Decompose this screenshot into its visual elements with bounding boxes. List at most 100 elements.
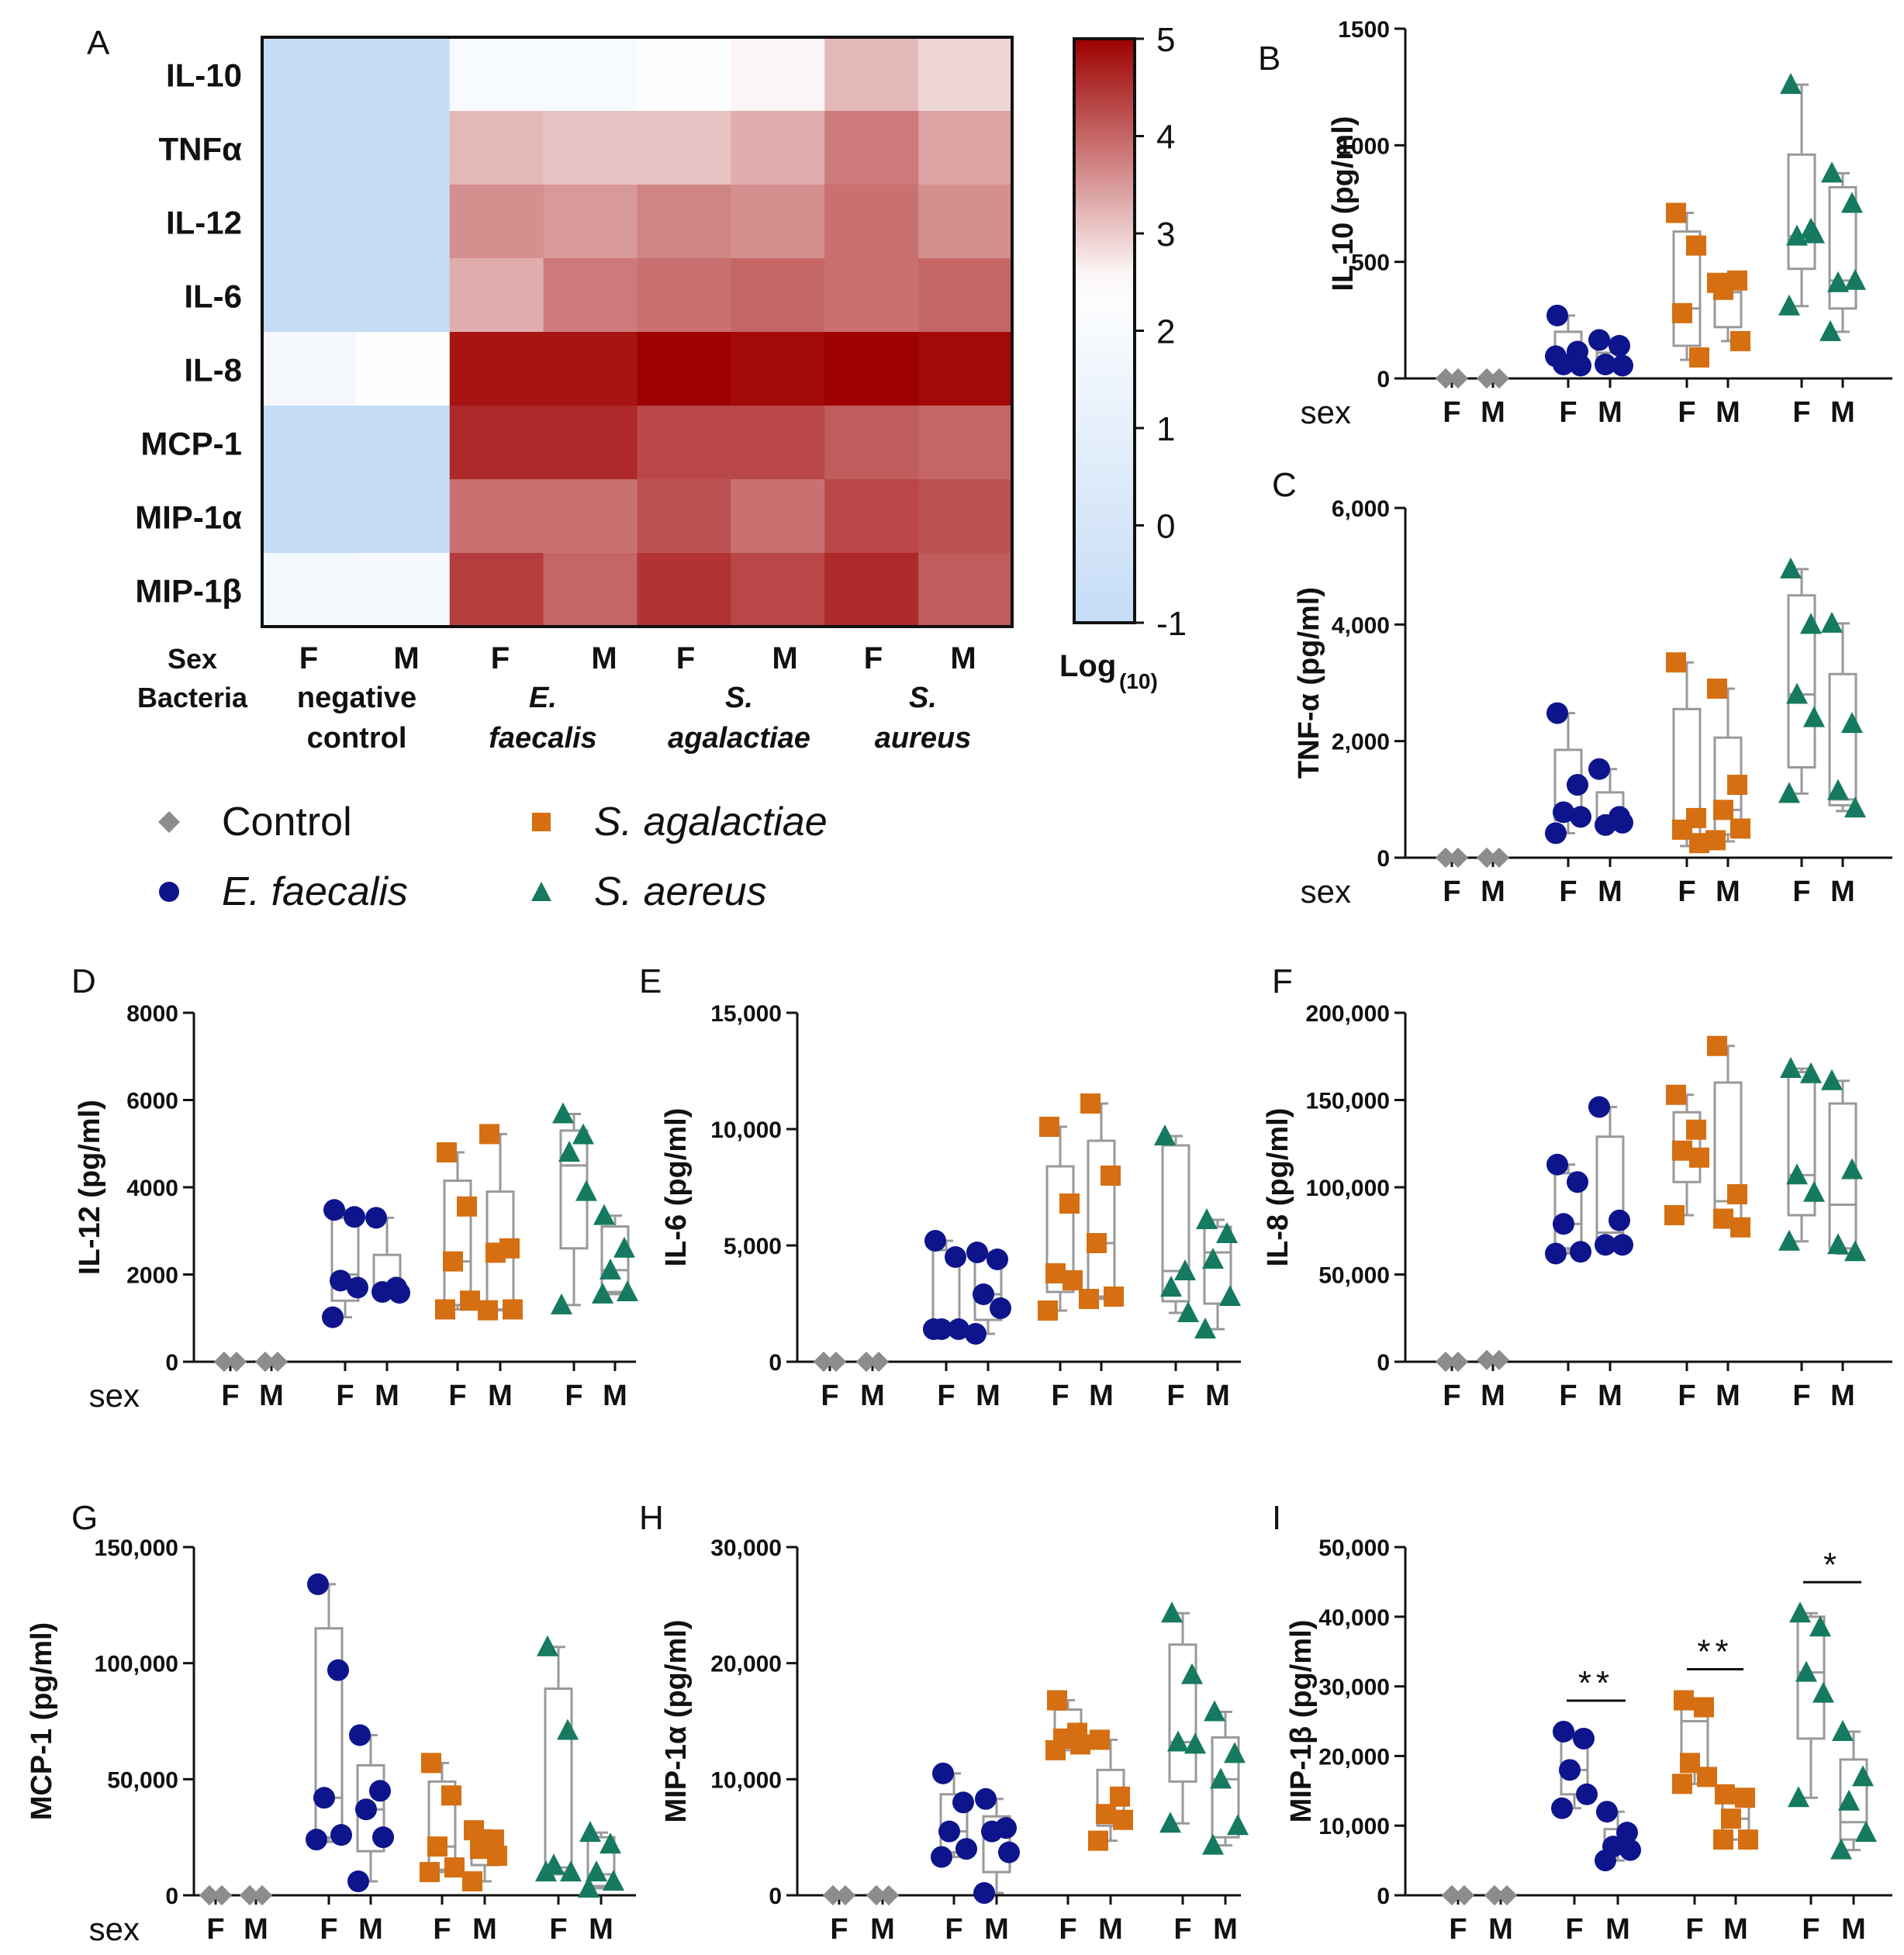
- y-tick-label: 0: [1377, 1884, 1390, 1909]
- legend-label: S. aereus: [594, 869, 767, 914]
- data-point: [1821, 611, 1843, 633]
- data-point: [1161, 1601, 1183, 1623]
- heatmap-cell: [637, 185, 731, 259]
- box: [586, 1836, 616, 1888]
- y-tick-label: 2,000: [1332, 730, 1390, 755]
- data-point: [1595, 813, 1616, 836]
- data-point: [1672, 1140, 1692, 1161]
- y-tick-label: 0: [769, 1350, 782, 1376]
- box: [443, 1180, 472, 1307]
- data-point: [948, 1318, 969, 1340]
- y-tick-label: 50,000: [1318, 1535, 1390, 1561]
- data-point: [268, 1352, 288, 1372]
- data-point: [557, 1718, 579, 1740]
- data-point: [1210, 1767, 1232, 1789]
- data-point: [1821, 161, 1843, 183]
- data-point: [965, 1323, 987, 1345]
- heatmap-cell: [918, 37, 1013, 112]
- data-point: [1573, 1727, 1595, 1749]
- x-tick-label: M: [860, 1380, 885, 1412]
- data-point: [1546, 304, 1568, 326]
- box: [1045, 1165, 1075, 1294]
- data-point: [1442, 1885, 1462, 1905]
- heatmap-cell: [449, 479, 544, 554]
- y-axis-label: IL-6 (pg/ml): [660, 1108, 693, 1267]
- data-point: [1588, 1096, 1610, 1118]
- data-point: [1713, 1829, 1733, 1850]
- x-tick-label: M: [1598, 396, 1622, 429]
- colorbar: [1073, 37, 1136, 624]
- heatmap-cell: [918, 185, 1013, 259]
- data-point: [226, 1352, 247, 1372]
- data-point: [1079, 1289, 1099, 1309]
- data-point: [1686, 235, 1706, 256]
- data-point: [1448, 1352, 1468, 1372]
- x-tick-label: M: [244, 1913, 268, 1946]
- data-point: [1224, 1742, 1246, 1763]
- data-point: [1789, 1601, 1811, 1623]
- heatmap-column-group-label: aureus: [875, 722, 972, 755]
- data-point: [1204, 1700, 1225, 1722]
- x-tick-label: M: [1098, 1913, 1123, 1946]
- data-point: [1707, 1035, 1727, 1056]
- data-point: [987, 1249, 1008, 1270]
- box: [1672, 230, 1702, 347]
- legend-item-e-faecalis: E. faecalis: [155, 869, 408, 915]
- y-tick-label: 10,000: [710, 1117, 782, 1143]
- data-point: [1786, 682, 1808, 704]
- data-point: [835, 1885, 855, 1905]
- x-tick-label: F: [1559, 1380, 1577, 1412]
- heatmap-cell: [637, 258, 731, 333]
- heatmap-cell: [824, 185, 919, 259]
- data-point: [1160, 1276, 1182, 1297]
- heatmap-row-label: MIP-1β: [135, 573, 242, 610]
- x-tick-label: F: [1443, 876, 1460, 908]
- x-tick-label: F: [1678, 1380, 1695, 1412]
- data-point: [586, 1860, 607, 1882]
- data-point: [1096, 1804, 1116, 1825]
- data-point: [551, 1293, 572, 1314]
- panel-letter: D: [71, 962, 96, 1000]
- heatmap-cell: [262, 406, 357, 480]
- data-point: [1694, 1697, 1714, 1718]
- heatmap-cell: [637, 332, 731, 406]
- data-point: [879, 1885, 899, 1905]
- data-point: [240, 1885, 260, 1905]
- heatmap-cell: [543, 258, 638, 333]
- heatmap-cell: [637, 111, 731, 185]
- data-point: [560, 1860, 582, 1882]
- data-point: [998, 1841, 1020, 1863]
- heatmap-cell: [449, 553, 544, 627]
- data-point: [323, 1199, 345, 1221]
- data-point: [1778, 782, 1800, 803]
- heatmap-cell: [355, 111, 451, 185]
- data-point: [1090, 1729, 1110, 1750]
- y-tick-label: 0: [1377, 367, 1390, 392]
- y-tick-label: 0: [165, 1884, 178, 1909]
- x-tick-label: F: [1685, 1913, 1703, 1946]
- x-tick-label: F: [433, 1913, 451, 1946]
- y-tick-label: 8000: [126, 1001, 178, 1027]
- box: [1787, 594, 1816, 769]
- x-tick-label: F: [320, 1913, 337, 1946]
- data-point: [1570, 806, 1591, 828]
- data-point: [1727, 775, 1747, 796]
- y-tick-label: 100,000: [1306, 1176, 1390, 1201]
- sex-row-label: Sex: [168, 643, 217, 675]
- data-point: [460, 1290, 480, 1311]
- heatmap-cell: [262, 111, 357, 185]
- data-point: [955, 1838, 977, 1860]
- data-point: [1812, 1681, 1834, 1703]
- heatmap-cell: [449, 332, 544, 406]
- heatmap-cell: [731, 332, 825, 406]
- heatmap-cell: [731, 185, 825, 259]
- y-tick-label: 10,000: [710, 1767, 782, 1793]
- data-point: [1477, 1349, 1497, 1370]
- x-tick-label: F: [1802, 1913, 1819, 1946]
- data-point: [1045, 1263, 1066, 1283]
- data-point: [457, 1196, 477, 1217]
- heatmap-border: [261, 36, 1014, 628]
- data-point: [1047, 1690, 1067, 1711]
- boxplot-panel-i: I 0 10,000 20,000 30,000 40,000 50,000 MIP-1β (…: [1272, 1499, 1892, 1946]
